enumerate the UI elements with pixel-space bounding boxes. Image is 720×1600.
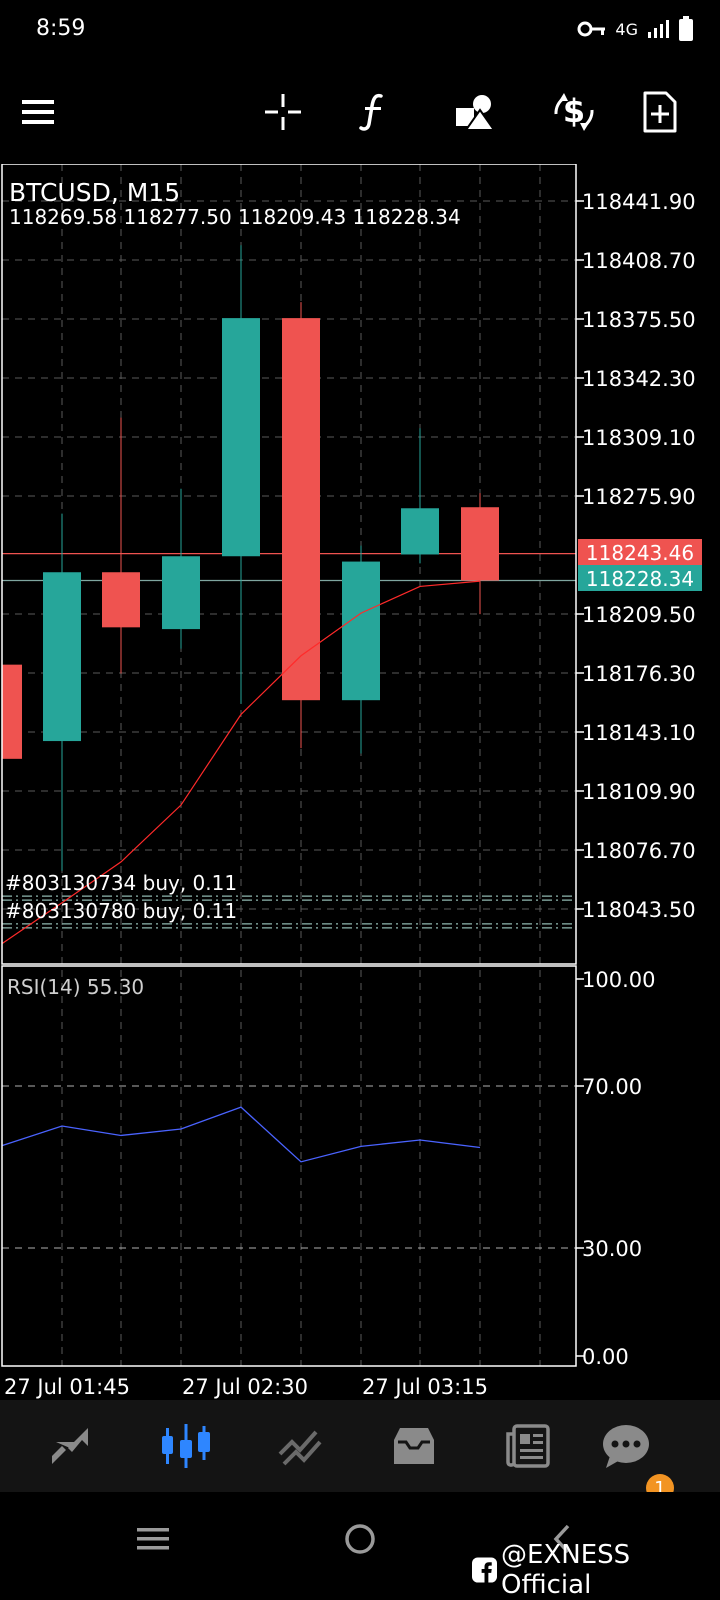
battery-icon [679, 16, 693, 41]
ask-price-tag [578, 539, 702, 565]
facebook-icon [472, 1557, 498, 1583]
time-axis-label: 27 Jul 03:15 [362, 1375, 488, 1399]
chart-toolbar: $ [0, 62, 720, 164]
candle-body [282, 318, 320, 701]
price-axis-label: 118176.30 [582, 662, 696, 686]
price-axis-label: 118309.10 [582, 426, 696, 450]
back-button[interactable] [538, 1514, 588, 1564]
nav-messages[interactable] [596, 1418, 656, 1474]
menu-icon [22, 100, 54, 124]
svg-text:$: $ [563, 92, 585, 130]
price-axis-label: 118076.70 [582, 839, 696, 863]
candle-body [102, 572, 140, 628]
price-axis-label: 118342.30 [582, 367, 696, 391]
price-axis-label: 118408.70 [582, 249, 696, 273]
recent-apps-icon [137, 1528, 169, 1550]
moving-average-line [1, 580, 481, 945]
price-axis-label: 118043.50 [582, 898, 696, 922]
status-bar: 8:59 4G [0, 0, 720, 62]
time-axis-label: 27 Jul 02:30 [182, 1375, 308, 1399]
rsi-chart-border [1, 965, 577, 1367]
nav-inbox[interactable] [384, 1418, 444, 1474]
status-icons: 4G [577, 16, 694, 42]
vpn-key-icon [577, 21, 606, 37]
ask-price-label: 118243.46 [586, 541, 694, 565]
rsi-title: RSI(14) 55.30 [7, 975, 144, 999]
home-button[interactable] [335, 1514, 385, 1564]
recent-apps-button[interactable] [128, 1514, 178, 1564]
rsi-axis-label: 0.00 [582, 1345, 629, 1369]
new-order-button[interactable] [632, 84, 688, 140]
indicators-icon [359, 93, 383, 131]
price-axis-label: 118441.90 [582, 190, 696, 214]
candle-body [401, 508, 439, 555]
watermark-text: @EXNESS Official [501, 1540, 631, 1600]
candle-body [43, 572, 81, 742]
watermark: @EXNESS Official [472, 1540, 720, 1600]
menu-button[interactable] [10, 84, 66, 140]
news-icon [506, 1424, 550, 1468]
crosshair-icon [265, 94, 301, 130]
objects-button[interactable] [448, 84, 504, 140]
network-type: 4G [615, 19, 638, 39]
trade-icon: $ [554, 92, 594, 131]
position-label: #803130780 buy, 0.11 [5, 899, 237, 923]
nav-quotes[interactable] [42, 1418, 102, 1474]
symbol-title: BTCUSD, M15 [9, 178, 180, 207]
price-axis-label: 118143.10 [582, 721, 696, 745]
bid-price-tag [578, 565, 702, 591]
nav-trade[interactable] [270, 1418, 330, 1474]
ohlc-values: 118269.58 118277.50 118209.43 118228.34 [9, 205, 461, 229]
status-time: 8:59 [36, 16, 86, 41]
chart-area[interactable]: 118441.90 118408.70 118375.50 118342.30 1183… [0, 163, 720, 1400]
candle-body [2, 664, 22, 759]
system-navigation [0, 1492, 720, 1600]
signal-icon [648, 20, 669, 38]
rsi-axis-label: 30.00 [582, 1237, 642, 1261]
home-icon [345, 1524, 375, 1554]
trade-button[interactable]: $ [546, 84, 602, 140]
candle-body [162, 556, 200, 630]
crosshair-button[interactable] [255, 84, 311, 140]
candle-body [461, 507, 499, 581]
new-order-icon [643, 91, 677, 133]
position-label: #803130734 buy, 0.11 [5, 871, 237, 895]
back-icon [553, 1524, 570, 1554]
messages-icon [603, 1425, 649, 1468]
candle-body [342, 561, 380, 701]
bottom-navigation [0, 1400, 720, 1492]
nav-chart[interactable] [156, 1418, 216, 1474]
objects-icon [456, 95, 496, 131]
bid-price-label: 118228.34 [586, 567, 694, 591]
rsi-line [1, 1106, 481, 1163]
rsi-axis-label: 70.00 [582, 1075, 642, 1099]
price-axis-label: 118375.50 [582, 308, 696, 332]
trade-history-icon [278, 1430, 322, 1466]
indicators-button[interactable] [346, 84, 402, 140]
candle-body [222, 318, 260, 557]
price-chart[interactable]: 118441.90 118408.70 118375.50 118342.30 1183… [0, 163, 720, 1400]
price-axis-label: 118275.90 [582, 485, 696, 509]
main-chart-border [1, 163, 577, 965]
nav-news[interactable] [498, 1418, 558, 1474]
inbox-icon [394, 1428, 434, 1464]
price-axis-label: 118209.50 [582, 603, 696, 627]
time-axis-label: 27 Jul 01:45 [4, 1375, 130, 1399]
price-axis-label: 118109.90 [582, 780, 696, 804]
rsi-axis-label: 100.00 [582, 968, 655, 992]
quotes-icon [52, 1428, 88, 1464]
chart-icon [162, 1424, 210, 1468]
